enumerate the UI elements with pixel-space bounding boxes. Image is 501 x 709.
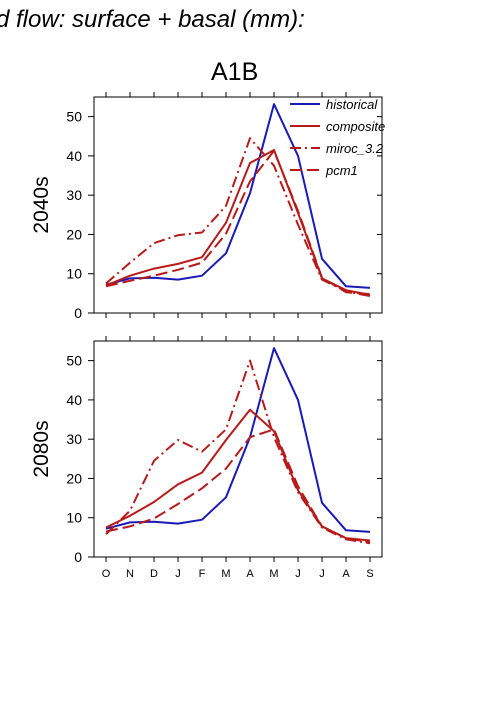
y-tick-label: 10 [66,510,82,526]
scenario-label: A1B [211,58,259,86]
legend-label: composite [326,119,385,134]
series-line-miroc-3-2 [105,137,371,298]
x-tick-label: J [295,568,301,580]
x-tick-label: M [221,568,230,580]
series-line-historical [105,347,371,533]
y-tick-label: 40 [66,148,82,164]
x-tick-label: A [342,568,350,580]
y-tick-label: 30 [66,431,82,447]
legend-label: miroc_3.2 [326,141,384,156]
series-line-pcm1 [105,149,371,296]
x-tick-label: J [175,568,181,580]
x-tick-label: A [246,568,254,580]
x-tick-label: J [319,568,325,580]
x-tick-label: M [269,568,278,580]
y-tick-label: 50 [66,109,82,125]
legend-label: historical [326,97,378,112]
x-tick-label: S [366,568,373,580]
series-line-miroc-3-2 [105,359,371,545]
x-tick-label: D [150,568,158,580]
y-tick-label: 20 [66,226,82,242]
x-tick-label: F [199,568,206,580]
plot-frame [93,96,383,314]
x-tick-label: N [126,568,134,580]
y-tick-label: 10 [66,266,82,282]
y-tick-label: 20 [66,470,82,486]
x-tick-label: O [102,568,111,580]
panel-label: 2080s [30,420,53,477]
panel-label: 2040s [30,176,53,233]
y-tick-label: 0 [74,549,82,565]
y-tick-label: 40 [66,392,82,408]
page-title: d flow: surface + basal (mm): [0,6,305,33]
plot-frame [93,340,383,558]
legend-label: pcm1 [325,163,358,178]
y-tick-label: 30 [66,187,82,203]
y-tick-label: 0 [74,305,82,321]
series-line-historical [105,103,371,289]
series-line-pcm1 [105,428,371,544]
series-line-composite [105,149,371,296]
y-tick-label: 50 [66,353,82,369]
